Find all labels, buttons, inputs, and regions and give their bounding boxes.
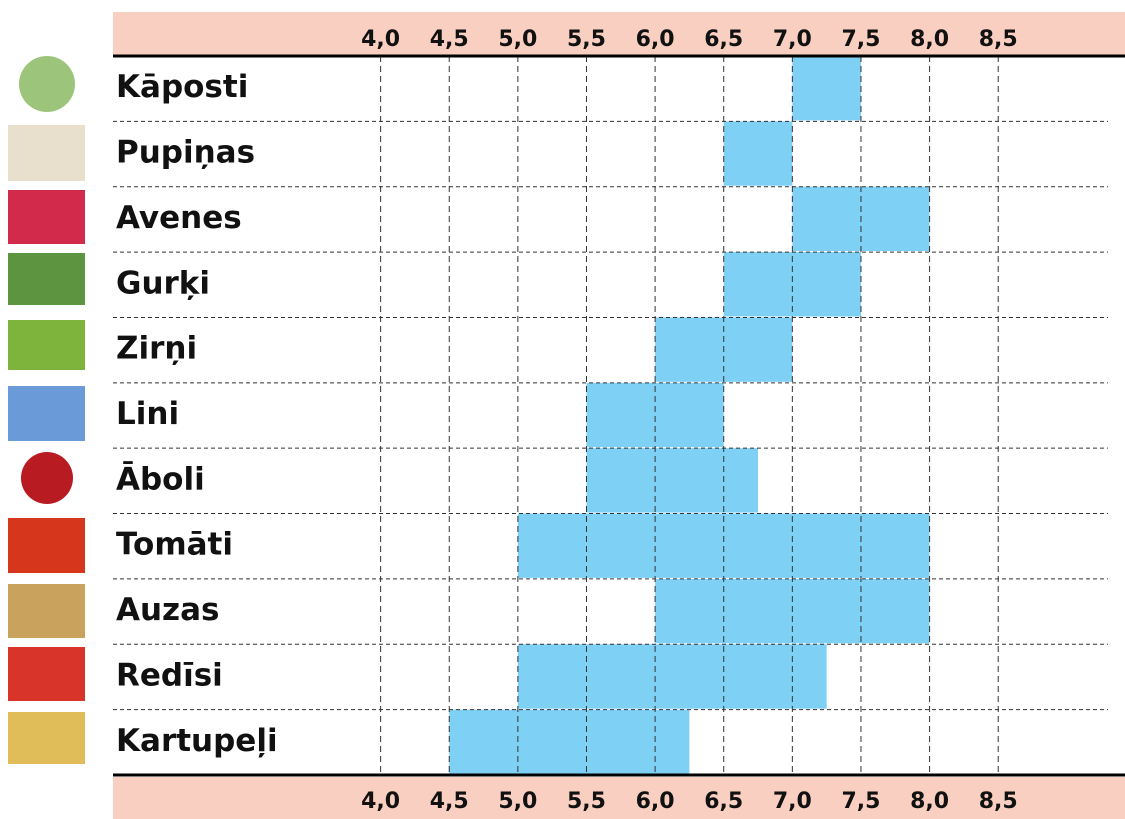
food-icon [8,253,85,305]
category-label: Lini [116,396,179,432]
x-tick-label: 8,0 [910,789,949,814]
x-tick-label: 7,5 [841,789,880,814]
x-tick-label: 8,5 [979,27,1018,52]
x-tick-label: 7,5 [841,27,880,52]
food-icon [21,452,73,504]
category-label: Tomāti [116,527,233,563]
bar [518,644,827,708]
x-tick-label: 4,0 [361,27,400,52]
category-label: Avenes [116,200,242,236]
food-icon [8,190,85,244]
category-label: Āboli [116,461,205,497]
x-tick-label: 8,0 [910,27,949,52]
x-tick-label: 6,0 [636,789,675,814]
food-icon [8,518,85,573]
x-tick-label: 6,5 [704,27,743,52]
category-label: Pupiņas [116,135,255,171]
x-tick-label: 5,0 [498,789,537,814]
x-tick-label: 5,5 [567,27,606,52]
x-tick-label: 5,0 [498,27,537,52]
x-tick-label: 7,0 [773,789,812,814]
category-label: Auzas [116,592,219,628]
category-label: Gurķi [116,265,210,301]
bottom-band [113,777,1125,819]
x-tick-label: 4,5 [430,789,469,814]
category-label: Zirņi [116,331,197,367]
bar [724,121,793,185]
x-tick-label: 6,0 [636,27,675,52]
bar [792,56,861,120]
food-icon [19,56,75,112]
food-icons [8,56,85,764]
category-label: Kāposti [116,69,248,105]
food-icon [8,125,85,181]
chart: 4,0 4,0 4,5 4,5 5,0 5,0 5,5 5,5 6,0 6,0 6,5 6,5 7,0 7… [0,0,1125,819]
top-band [113,12,1125,55]
category-label: Redīsi [116,657,223,693]
bar [586,448,758,512]
page: 4,0 4,0 4,5 4,5 5,0 5,0 5,5 5,5 6,0 6,0 6,5 6,5 7,0 7… [0,0,1125,819]
food-icon [8,712,85,764]
food-icon [8,320,85,370]
food-icon [8,647,85,701]
food-icon [8,584,85,638]
x-tick-label: 8,5 [979,789,1018,814]
x-tick-label: 7,0 [773,27,812,52]
x-tick-label: 4,5 [430,27,469,52]
x-tick-label: 6,5 [704,789,743,814]
bar [449,710,689,774]
food-icon [8,386,85,441]
x-tick-label: 4,0 [361,789,400,814]
x-tick-label: 5,5 [567,789,606,814]
category-label: Kartupeļi [116,723,278,759]
